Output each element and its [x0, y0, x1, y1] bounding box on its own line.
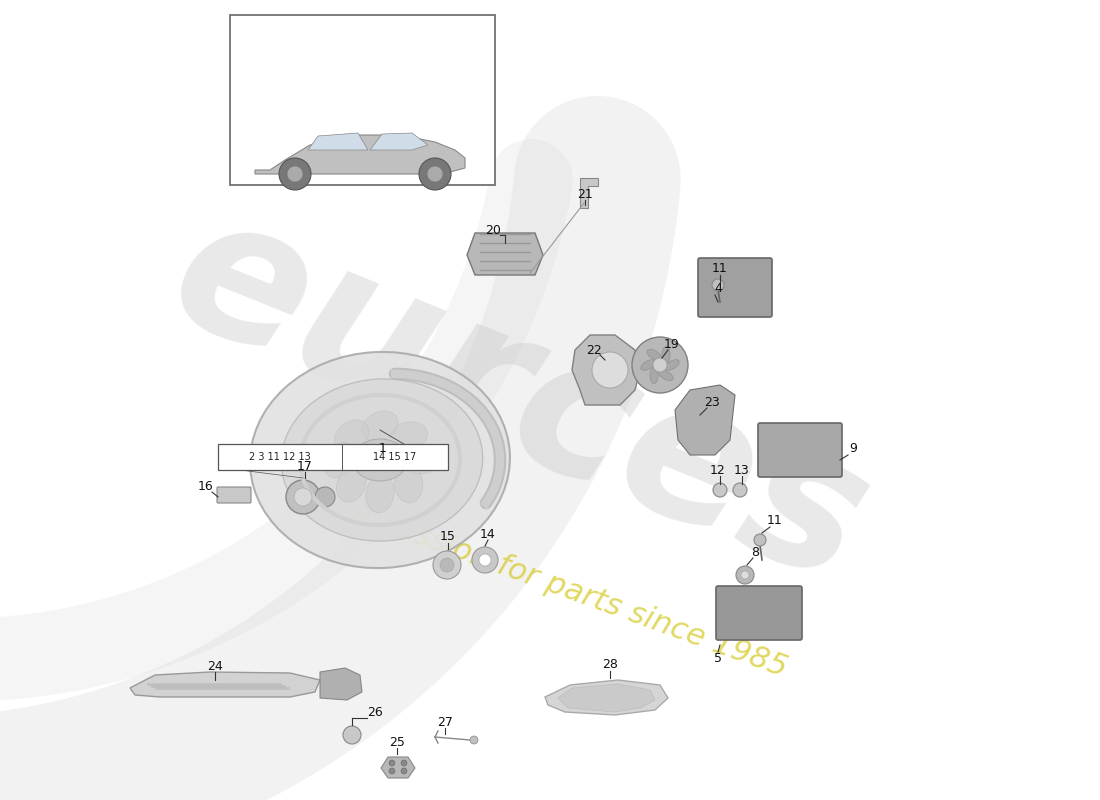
- Circle shape: [343, 726, 361, 744]
- Text: 20: 20: [485, 223, 501, 237]
- Ellipse shape: [641, 360, 656, 370]
- Text: 26: 26: [367, 706, 383, 718]
- Circle shape: [712, 279, 724, 291]
- Circle shape: [402, 760, 407, 766]
- Text: 25: 25: [389, 735, 405, 749]
- Circle shape: [389, 768, 395, 774]
- Polygon shape: [572, 335, 640, 405]
- Text: eurces: eurces: [146, 176, 893, 624]
- Circle shape: [286, 480, 320, 514]
- Ellipse shape: [282, 379, 483, 541]
- Text: 28: 28: [602, 658, 618, 671]
- Circle shape: [427, 166, 443, 182]
- Polygon shape: [308, 133, 369, 150]
- Text: 14: 14: [480, 527, 496, 541]
- Text: 11: 11: [712, 262, 728, 275]
- Ellipse shape: [362, 411, 398, 442]
- Polygon shape: [558, 684, 654, 712]
- FancyBboxPatch shape: [716, 586, 802, 640]
- Text: 2 3 11 12 13: 2 3 11 12 13: [250, 452, 311, 462]
- Ellipse shape: [664, 360, 679, 370]
- Polygon shape: [130, 672, 320, 697]
- Circle shape: [440, 558, 454, 572]
- Polygon shape: [255, 135, 465, 174]
- Text: 1: 1: [379, 442, 387, 455]
- Circle shape: [279, 158, 311, 190]
- FancyBboxPatch shape: [758, 423, 842, 477]
- Circle shape: [294, 488, 312, 506]
- FancyBboxPatch shape: [698, 258, 772, 317]
- Text: 14 15 17: 14 15 17: [374, 452, 417, 462]
- Ellipse shape: [389, 422, 428, 450]
- Ellipse shape: [395, 465, 422, 503]
- Polygon shape: [381, 757, 415, 778]
- Ellipse shape: [250, 352, 510, 568]
- Circle shape: [470, 736, 478, 744]
- Ellipse shape: [650, 367, 658, 383]
- Polygon shape: [320, 668, 362, 700]
- Ellipse shape: [662, 346, 670, 362]
- Bar: [218, 444, 448, 470]
- Circle shape: [433, 551, 461, 579]
- Text: 5: 5: [714, 651, 722, 665]
- Circle shape: [478, 554, 491, 566]
- Circle shape: [592, 352, 628, 388]
- Polygon shape: [370, 133, 428, 150]
- Circle shape: [653, 358, 667, 372]
- Text: 21: 21: [578, 189, 593, 202]
- Circle shape: [736, 566, 754, 584]
- Text: 23: 23: [704, 395, 719, 409]
- Polygon shape: [544, 680, 668, 715]
- Circle shape: [402, 768, 407, 774]
- Text: 4: 4: [714, 282, 722, 295]
- Polygon shape: [675, 385, 735, 455]
- Circle shape: [287, 166, 303, 182]
- Text: 15: 15: [440, 530, 455, 543]
- Bar: [230, 15, 495, 185]
- Polygon shape: [468, 233, 543, 275]
- Text: 27: 27: [437, 715, 453, 729]
- Polygon shape: [580, 178, 598, 208]
- Circle shape: [713, 483, 727, 497]
- Text: 22: 22: [586, 343, 602, 357]
- Ellipse shape: [323, 442, 355, 478]
- FancyBboxPatch shape: [217, 487, 251, 503]
- Ellipse shape: [352, 439, 407, 481]
- Circle shape: [733, 483, 747, 497]
- Circle shape: [754, 534, 766, 546]
- Text: a passion for parts since 1985: a passion for parts since 1985: [349, 498, 792, 682]
- Text: 9: 9: [849, 442, 857, 455]
- Circle shape: [419, 158, 451, 190]
- Text: 24: 24: [207, 659, 223, 673]
- Ellipse shape: [334, 420, 368, 453]
- Ellipse shape: [337, 466, 366, 502]
- Text: 17: 17: [297, 459, 312, 473]
- Text: 12: 12: [711, 463, 726, 477]
- Circle shape: [632, 337, 688, 393]
- Text: 16: 16: [198, 481, 213, 494]
- Text: 19: 19: [664, 338, 680, 350]
- Ellipse shape: [402, 446, 440, 474]
- Circle shape: [741, 571, 749, 579]
- Ellipse shape: [659, 370, 673, 381]
- Circle shape: [389, 760, 395, 766]
- Text: 11: 11: [767, 514, 783, 527]
- Ellipse shape: [647, 350, 661, 360]
- Circle shape: [472, 547, 498, 573]
- Text: 13: 13: [734, 463, 750, 477]
- Ellipse shape: [366, 475, 394, 513]
- Circle shape: [315, 487, 336, 507]
- Text: 8: 8: [751, 546, 759, 558]
